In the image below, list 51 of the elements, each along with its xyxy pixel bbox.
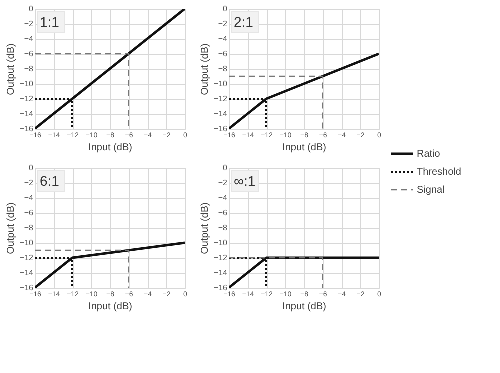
y-tick-label: −8 <box>24 64 34 74</box>
y-tick-label: −2 <box>218 20 228 28</box>
y-axis-title: Output (dB) <box>200 44 211 96</box>
y-tick-label: 0 <box>29 4 34 14</box>
y-tick-label: −8 <box>218 64 228 74</box>
y-axis-title: Output (dB) <box>6 44 17 96</box>
y-tick-label: −14 <box>20 268 34 278</box>
legend-label: Threshold <box>417 167 462 178</box>
y-tick-label: −14 <box>214 268 228 278</box>
y-tick-label: −10 <box>20 80 34 88</box>
x-axis-title: Input (dB) <box>88 142 132 154</box>
y-tick-label: −8 <box>218 224 228 232</box>
x-axis-title: Input (dB) <box>282 302 326 312</box>
y-tick-label: 0 <box>223 164 228 172</box>
y-tick-label: −16 <box>214 284 228 292</box>
y-tick-label: −10 <box>20 238 34 248</box>
y-tick-label: −12 <box>214 254 228 262</box>
y-tick-label: −4 <box>24 34 34 44</box>
y-tick-label: −16 <box>214 124 228 134</box>
y-tick-label: −4 <box>218 34 228 44</box>
legend-label: Signal <box>417 185 445 196</box>
y-axis-title: Output (dB) <box>200 202 211 254</box>
y-tick-label: 0 <box>29 164 34 172</box>
y-tick-label: −14 <box>20 110 34 118</box>
y-tick-label: −4 <box>24 194 34 202</box>
y-tick-label: −2 <box>24 20 34 28</box>
y-tick-label: −10 <box>214 80 228 88</box>
y-tick-label: −6 <box>24 208 34 218</box>
y-tick-label: 0 <box>223 4 228 14</box>
y-tick-label: −14 <box>214 110 228 118</box>
y-tick-label: −6 <box>218 208 228 218</box>
y-tick-label: −6 <box>218 50 228 58</box>
legend-label: Ratio <box>417 149 441 160</box>
y-tick-label: −10 <box>214 238 228 248</box>
y-tick-label: −6 <box>24 50 34 58</box>
y-tick-label: −12 <box>20 254 34 262</box>
x-axis-title: Input (dB) <box>282 142 326 154</box>
y-tick-label: −16 <box>20 284 34 292</box>
y-axis-title: Output (dB) <box>6 202 17 254</box>
y-tick-label: −4 <box>218 194 228 202</box>
y-tick-label: −12 <box>20 94 34 104</box>
chart-title: 6:1 <box>40 173 60 189</box>
x-axis-title: Input (dB) <box>88 302 132 312</box>
y-tick-label: −12 <box>214 94 228 104</box>
y-tick-label: −2 <box>218 178 228 188</box>
y-tick-label: −2 <box>24 178 34 188</box>
y-tick-label: −16 <box>20 124 34 134</box>
y-tick-label: −8 <box>24 224 34 232</box>
chart-title: ∞:1 <box>234 173 256 189</box>
chart-title: 1:1 <box>40 14 60 30</box>
chart-title: 2:1 <box>234 14 254 30</box>
